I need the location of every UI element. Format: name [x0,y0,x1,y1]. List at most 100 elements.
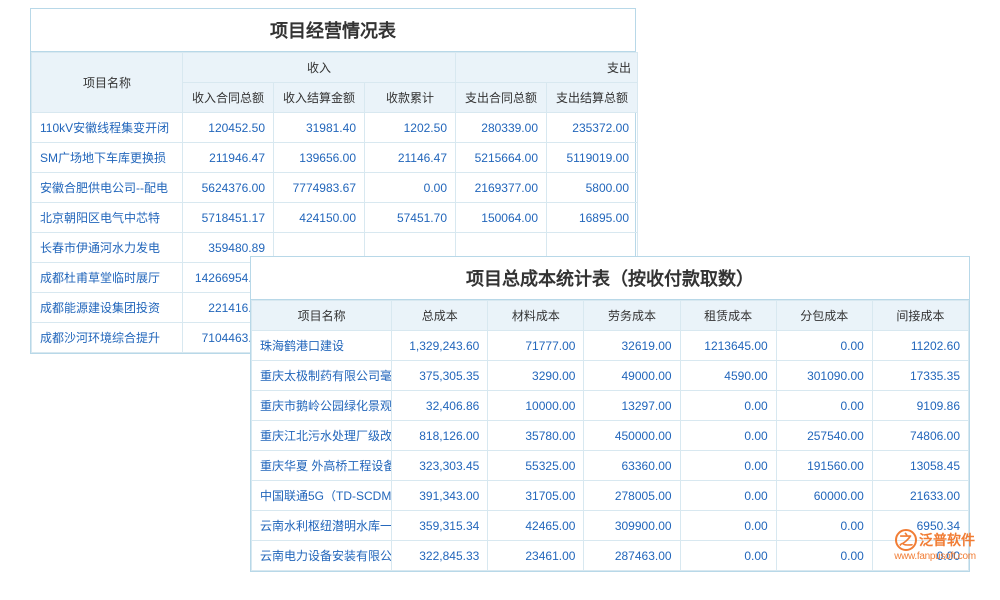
cell-value: 5119019.00 [547,143,638,173]
cell-value: 1213645.00 [680,331,776,361]
cell-project-name[interactable]: 重庆江北污水处理厂级改造 [252,421,392,451]
cell-project-name[interactable]: 110kV安徽线程集变开闭 [32,113,183,143]
col-income-contract: 收入合同总额 [183,83,274,113]
col-project-name: 项目名称 [32,53,183,113]
table-row[interactable]: 云南水利枢纽潜明水库一期359,315.3442465.00309900.000… [252,511,969,541]
cell-project-name[interactable]: 安徽合肥供电公司--配电 [32,173,183,203]
cell-value: 42465.00 [488,511,584,541]
cell-project-name[interactable]: 云南电力设备安装有限公司 [252,541,392,571]
cell-value: 31705.00 [488,481,584,511]
col-income-receive: 收款累计 [365,83,456,113]
cell-value: 0.00 [776,541,872,571]
col-income-settle: 收入结算金额 [274,83,365,113]
cell-value: 139656.00 [274,143,365,173]
cell-value: 16895.00 [547,203,638,233]
table-row[interactable]: SM广场地下车库更换损211946.47139656.0021146.47521… [32,143,638,173]
col-material-cost: 材料成本 [488,301,584,331]
col-rent-cost: 租赁成本 [680,301,776,331]
cell-value: 450000.00 [584,421,680,451]
cell-value: 0.00 [776,511,872,541]
logo-glyph-icon: 之 [895,529,917,551]
cell-project-name[interactable]: 重庆市鹅岭公园绿化景观提 [252,391,392,421]
col-total-cost: 总成本 [392,301,488,331]
cell-value: 191560.00 [776,451,872,481]
cell-value: 13297.00 [584,391,680,421]
cell-project-name[interactable]: 北京朝阳区电气中芯特 [32,203,183,233]
table-row[interactable]: 安徽合肥供电公司--配电5624376.007774983.670.002169… [32,173,638,203]
cell-value: 7774983.67 [274,173,365,203]
cell-value: 10000.00 [488,391,584,421]
group-header-row: 项目名称 收入 支出 [32,53,638,83]
cell-value: 424150.00 [274,203,365,233]
cell-value: 4590.00 [680,361,776,391]
cell-value: 150064.00 [456,203,547,233]
cell-value: 0.00 [680,451,776,481]
cell-value: 57451.70 [365,203,456,233]
cell-value: 32,406.86 [392,391,488,421]
cell-project-name[interactable]: SM广场地下车库更换损 [32,143,183,173]
cell-value: 120452.50 [183,113,274,143]
logo-brand-text: 泛普软件 [919,530,975,550]
cell-project-name[interactable]: 云南水利枢纽潜明水库一期 [252,511,392,541]
cell-value: 322,845.33 [392,541,488,571]
cell-value: 55325.00 [488,451,584,481]
cell-value: 21146.47 [365,143,456,173]
cell-value: 1,329,243.60 [392,331,488,361]
cell-value: 11202.60 [872,331,968,361]
cell-project-name[interactable]: 中国联通5G（TD-SCDMA [252,481,392,511]
table-row[interactable]: 重庆江北污水处理厂级改造818,126.0035780.00450000.000… [252,421,969,451]
cell-value: 2169377.00 [456,173,547,203]
cell-value: 359,315.34 [392,511,488,541]
cell-value: 211946.47 [183,143,274,173]
cell-value: 235372.00 [547,113,638,143]
cell-value: 0.00 [680,481,776,511]
cell-project-name[interactable]: 重庆华夏 外高桥工程设备 [252,451,392,481]
col-expense-settle: 支出结算总额 [547,83,638,113]
cell-value: 49000.00 [584,361,680,391]
project-cost-table: 项目名称 总成本 材料成本 劳务成本 租赁成本 分包成本 间接成本 珠海鹤港口建… [251,300,969,571]
logo-url: www.fanpusoft.com [890,551,980,562]
cell-value: 71777.00 [488,331,584,361]
cell-value: 3290.00 [488,361,584,391]
table-row[interactable]: 北京朝阳区电气中芯特5718451.17424150.0057451.70150… [32,203,638,233]
panel2-title: 项目总成本统计表（按收付款取数） [251,257,969,300]
cell-value: 0.00 [680,421,776,451]
cell-value: 21633.00 [872,481,968,511]
cell-value: 31981.40 [274,113,365,143]
cell-project-name[interactable]: 重庆太极制药有限公司毫州 [252,361,392,391]
watermark-logo: 之 泛普软件 www.fanpusoft.com [890,529,980,562]
cell-value: 5215664.00 [456,143,547,173]
cell-value: 5624376.00 [183,173,274,203]
cell-value: 32619.00 [584,331,680,361]
col-group-expense: 支出 [456,53,638,83]
table-row[interactable]: 重庆市鹅岭公园绿化景观提32,406.8610000.0013297.00 0.0… [252,391,969,421]
cell-project-name[interactable]: 成都沙河环境综合提升 [32,323,183,353]
cell-value: 13058.45 [872,451,968,481]
table-row[interactable]: 珠海鹤港口建设1,329,243.6071777.0032619.0012136… [252,331,969,361]
cell-value: 391,343.00 [392,481,488,511]
cell-value: 375,305.35 [392,361,488,391]
cell-value: 301090.00 [776,361,872,391]
header-row: 项目名称 总成本 材料成本 劳务成本 租赁成本 分包成本 间接成本 [252,301,969,331]
col-subcontract-cost: 分包成本 [776,301,872,331]
cell-value: 17335.35 [872,361,968,391]
table-row[interactable]: 110kV安徽线程集变开闭120452.5031981.401202.50280… [32,113,638,143]
cell-project-name[interactable]: 成都杜甫草堂临时展厅 [32,263,183,293]
table-row[interactable]: 重庆华夏 外高桥工程设备323,303.4555325.0063360.000.… [252,451,969,481]
table-row[interactable]: 中国联通5G（TD-SCDMA391,343.0031705.00278005.… [252,481,969,511]
cell-value: 280339.00 [456,113,547,143]
cell-project-name[interactable]: 珠海鹤港口建设 [252,331,392,361]
cell-project-name[interactable]: 长春市伊通河水力发电 [32,233,183,263]
col-group-income: 收入 [183,53,456,83]
cell-value: 0.00 [776,391,872,421]
col-expense-contract: 支出合同总额 [456,83,547,113]
col-indirect-cost: 间接成本 [872,301,968,331]
cell-value: 0.00 [365,173,456,203]
table-row[interactable]: 云南电力设备安装有限公司322,845.3323461.00287463.000… [252,541,969,571]
table-row[interactable]: 重庆太极制药有限公司毫州375,305.353290.0049000.00459… [252,361,969,391]
col-project-name: 项目名称 [252,301,392,331]
cell-project-name[interactable]: 成都能源建设集团投资 [32,293,183,323]
cell-value: 5800.00 [547,173,638,203]
project-cost-panel: 项目总成本统计表（按收付款取数） 项目名称 总成本 材料成本 劳务成本 租赁成本… [250,256,970,572]
cell-value: 9109.86 [872,391,968,421]
